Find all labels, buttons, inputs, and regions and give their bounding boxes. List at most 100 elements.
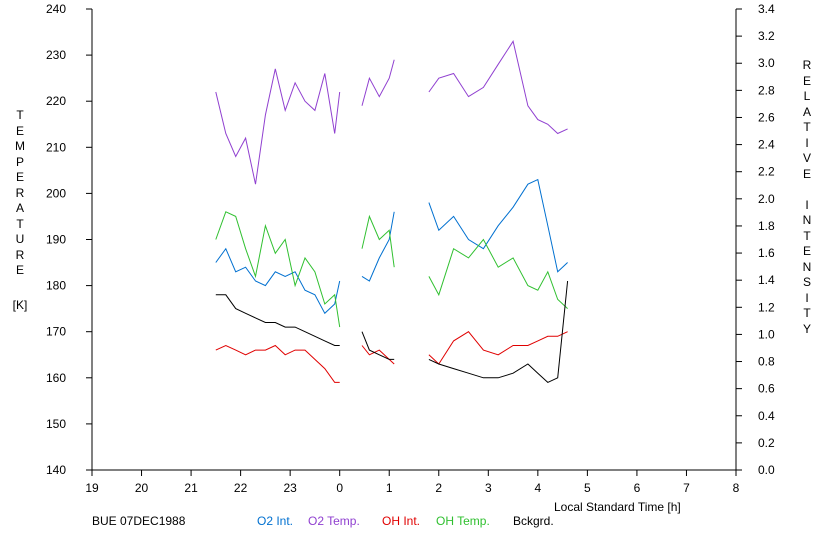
series-line-segment [428, 331, 568, 365]
station-date: BUE 07DEC1988 [92, 514, 186, 528]
y-left-tick-label: 240 [46, 2, 66, 16]
y-right-tick-label: 2.6 [758, 110, 775, 124]
series-oh-int [215, 331, 568, 383]
series-line-segment [215, 68, 341, 185]
y-left-tick-label: 200 [46, 186, 66, 200]
right-axis-label-char: N [802, 259, 812, 274]
x-tick-label: 2 [435, 481, 442, 495]
series-line-segment [361, 331, 395, 360]
x-tick-label: 7 [683, 481, 690, 495]
x-tick-label: 1 [386, 481, 393, 495]
y-right-tick-label: 1.0 [758, 327, 775, 341]
series-line-segment [428, 40, 568, 135]
series-line-segment [215, 294, 340, 346]
y-right-tick-label: 3.0 [758, 56, 775, 70]
left-axis-label-char: E [15, 123, 24, 138]
right-axis-label-char: Y [802, 321, 811, 336]
y-left-tick-label: 230 [46, 48, 66, 62]
y-left-tick-label: 220 [46, 94, 66, 108]
right-axis-label-char: T [803, 120, 811, 134]
x-tick-label: 20 [135, 481, 149, 495]
left-axis-unit: [K] [12, 298, 28, 312]
y-right-tick-label: 2.8 [758, 83, 775, 97]
right-axis-label-char: T [803, 228, 811, 243]
legend-item: OH Temp. [436, 514, 490, 528]
y-right-tick-label: 3.4 [758, 2, 775, 16]
x-tick-label: 3 [485, 481, 492, 495]
y-right-tick-label: 3.2 [758, 29, 775, 43]
right-axis-label-char: T [803, 306, 811, 320]
x-tick-label: 5 [584, 481, 591, 495]
series-oh-temp [215, 211, 568, 328]
right-axis-label-char: I [805, 135, 809, 150]
right-axis-label-char: V [802, 151, 811, 165]
x-tick-label: 22 [234, 481, 248, 495]
y-right-tick-label: 1.4 [758, 273, 775, 287]
y-left-tick-label: 210 [46, 140, 66, 154]
series-line-segment [215, 247, 341, 315]
right-axis-label-char: E [802, 73, 811, 88]
y-left-tick-label: 160 [46, 371, 66, 385]
axes: 2402302202102001901801701601501403.43.23… [46, 2, 775, 495]
y-right-tick-label: 2.2 [758, 165, 775, 179]
x-tick-label: 8 [733, 481, 740, 495]
series-o2-temp [215, 40, 568, 185]
series-o2-int [215, 178, 568, 315]
right-axis-label-char: I [805, 290, 809, 305]
left-axis-label-char: R [15, 185, 25, 200]
series-layer [215, 40, 569, 383]
series-line-segment [215, 211, 341, 328]
series-line-segment [428, 280, 569, 383]
left-axis-label-char: U [15, 232, 25, 246]
right-axis-label-char: L [803, 89, 811, 103]
left-axis-label-char: T [16, 216, 24, 231]
left-axis-label-char: P [15, 154, 24, 169]
left-axis-label-char: R [15, 247, 25, 262]
y-right-tick-label: 1.8 [758, 219, 775, 233]
x-tick-label: 23 [283, 481, 297, 495]
x-tick-label: 0 [336, 481, 343, 495]
right-axis-label-char: N [802, 213, 812, 227]
right-axis-label-char: S [802, 275, 811, 289]
series-line-segment [361, 214, 395, 268]
x-tick-label: 21 [184, 481, 198, 495]
left-axis-label-char: A [15, 201, 24, 215]
x-tick-label: 6 [634, 481, 641, 495]
series-line-segment [215, 344, 340, 383]
left-axis-label-char: E [15, 170, 24, 184]
y-right-tick-label: 2.4 [758, 138, 775, 152]
right-axis-label-char: R [802, 58, 812, 72]
left-axis-label-char: M [15, 139, 25, 153]
y-right-tick-label: 1.2 [758, 300, 775, 314]
right-axis-label-char: A [802, 104, 811, 119]
legend-item: Bckgrd. [513, 514, 554, 528]
left-axis-label-char: T [16, 108, 24, 122]
series-line-segment [361, 211, 395, 282]
y-right-tick-label: 0.0 [758, 463, 775, 477]
x-tick-label: 19 [85, 481, 99, 495]
y-right-tick-label: 1.6 [758, 246, 775, 260]
y-left-tick-label: 140 [46, 463, 66, 477]
legend-item: O2 Temp. [308, 514, 360, 528]
right-axis-label-char: E [802, 244, 811, 258]
y-right-tick-label: 2.0 [758, 192, 775, 206]
y-right-tick-label: 0.2 [758, 436, 775, 450]
legend-item: O2 Int. [257, 514, 294, 528]
y-right-tick-label: 0.4 [758, 409, 775, 423]
right-axis-label-char: I [805, 197, 809, 212]
y-right-tick-label: 0.8 [758, 355, 775, 369]
left-axis-label-char: E [15, 263, 24, 277]
right-axis-label-char: E [802, 166, 811, 181]
series-line-segment [361, 59, 395, 106]
series-bckgrd [215, 280, 569, 383]
y-left-tick-label: 180 [46, 279, 66, 293]
y-left-tick-label: 150 [46, 417, 66, 431]
y-left-tick-label: 170 [46, 325, 66, 339]
series-line-segment [428, 238, 568, 309]
x-axis-label: Local Standard Time [h] [554, 500, 681, 514]
y-left-tick-label: 190 [46, 233, 66, 247]
y-right-tick-label: 0.6 [758, 382, 775, 396]
series-line-segment [361, 345, 395, 365]
x-tick-label: 4 [535, 481, 542, 495]
